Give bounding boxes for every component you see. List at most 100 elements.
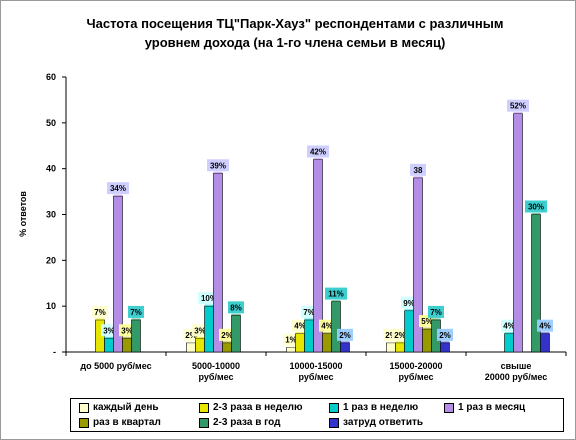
- data-label-box: [207, 159, 229, 172]
- data-label: 7%: [430, 308, 442, 317]
- bar-top: [440, 341, 450, 343]
- bar: [195, 337, 205, 353]
- data-label: 52%: [510, 102, 526, 111]
- y-axis-label: % ответов: [18, 191, 28, 237]
- legend-item: каждый день: [79, 402, 159, 413]
- data-label: 4%: [294, 322, 306, 331]
- chart-title: Частота посещения ТЦ"Парк-Хауз" респонде…: [86, 16, 504, 50]
- y-tick-label: 60: [46, 72, 56, 82]
- data-label: 42%: [310, 148, 326, 157]
- data-label-box: [128, 305, 144, 318]
- data-label: 34%: [110, 184, 126, 193]
- legend-item: 1 раз в месяц: [444, 402, 525, 413]
- data-label: 8%: [230, 303, 242, 312]
- bar-top: [531, 213, 541, 215]
- bar: [104, 337, 114, 353]
- y-tick-label: 10: [46, 301, 56, 311]
- bar: [286, 347, 296, 353]
- bar-top: [295, 332, 305, 334]
- bar-top: [540, 332, 550, 334]
- bar-top: [386, 341, 396, 343]
- data-label-box: [101, 324, 117, 337]
- data-label: 3%: [121, 326, 133, 335]
- bar-top: [395, 341, 405, 343]
- bar-top: [222, 341, 232, 343]
- bar: [186, 342, 196, 353]
- data-label: 11%: [328, 290, 344, 299]
- chart-legend: каждый день 2-3 раза в неделю 1 раз в неде…: [70, 398, 564, 432]
- data-label: 2%: [339, 331, 351, 340]
- legend-item: затруд ответить: [329, 417, 423, 428]
- legend-label: затруд ответить: [343, 417, 424, 428]
- data-label-box: [392, 328, 408, 341]
- data-label-box: [319, 319, 335, 332]
- bar: [331, 301, 341, 353]
- data-label: 4%: [321, 322, 333, 331]
- bar-top: [340, 341, 350, 343]
- data-label-box: [507, 99, 529, 112]
- legend-swatch: [329, 402, 339, 413]
- bar: [386, 342, 396, 353]
- legend-label: 2-3 раза в год: [213, 417, 281, 428]
- data-label: 3%: [194, 326, 206, 335]
- legend-swatch: [444, 402, 454, 413]
- data-label-box: [107, 182, 129, 195]
- data-label-box: [283, 333, 299, 346]
- x-tick-label: до 5000 руб/мес: [80, 361, 151, 371]
- legend-label: 1 раз в неделю: [343, 402, 419, 413]
- data-label: 2%: [385, 331, 397, 340]
- bar: [322, 333, 332, 353]
- bar-top: [113, 194, 123, 197]
- x-tick-label: руб/мес: [199, 372, 234, 382]
- legend-label: каждый день: [93, 402, 159, 413]
- x-tick-label: 5000-10000: [192, 361, 240, 371]
- data-label-box: [537, 319, 553, 332]
- data-label-box: [307, 145, 329, 158]
- data-label-box: [219, 328, 235, 341]
- legend-label: 1 раз в месяц: [458, 402, 526, 413]
- legend-swatch: [79, 402, 89, 413]
- bar-top: [513, 112, 523, 114]
- bar: [404, 310, 414, 353]
- bar: [131, 319, 141, 353]
- legend-swatch: [199, 417, 209, 428]
- data-label: 7%: [303, 308, 315, 317]
- bar-top: [131, 318, 141, 320]
- data-label: 2%: [394, 331, 406, 340]
- bar: [504, 333, 514, 353]
- x-tick-label: 15000-20000: [389, 361, 442, 371]
- data-label-box: [501, 319, 517, 332]
- data-label-box: [401, 296, 417, 309]
- data-label: 7%: [94, 308, 106, 317]
- x-tick-label: руб/мес: [299, 372, 334, 382]
- x-tick-label: 20000 руб/мес: [485, 372, 548, 382]
- bar: [295, 333, 305, 353]
- data-label: 38: [414, 166, 423, 175]
- bar-top: [204, 304, 214, 307]
- data-label: 9%: [403, 299, 415, 308]
- data-label: 4%: [503, 322, 515, 331]
- x-tick-label: свыше: [501, 361, 532, 371]
- data-label-box: [437, 328, 453, 341]
- y-tick-label: 40: [46, 164, 56, 174]
- data-label: 3%: [103, 326, 115, 335]
- legend-item: раз в квартал: [79, 417, 161, 428]
- data-label: 10%: [201, 294, 217, 303]
- y-tick-label: 30: [46, 210, 56, 220]
- bar-top: [122, 336, 132, 339]
- data-label: 2%: [439, 331, 451, 340]
- bar: [304, 319, 314, 353]
- bar-top: [213, 171, 223, 174]
- bar-top: [313, 158, 323, 160]
- bar: [213, 172, 223, 353]
- x-tick-label: руб/мес: [399, 372, 434, 382]
- legend-item: 2-3 раза в неделю: [199, 402, 303, 413]
- legend-swatch: [199, 402, 209, 413]
- bar: [204, 305, 214, 353]
- data-label: 2%: [221, 331, 233, 340]
- data-label-box: [119, 324, 135, 337]
- legend-label: 2-3 раза в неделю: [213, 402, 303, 413]
- data-label: 30%: [528, 203, 544, 212]
- bar-top: [322, 332, 332, 334]
- data-label-box: [428, 305, 444, 318]
